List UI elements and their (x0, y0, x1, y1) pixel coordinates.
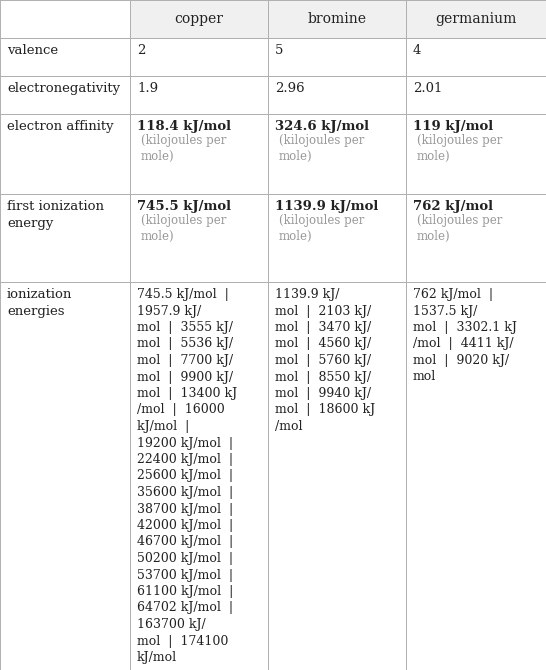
Bar (0, 38, 130, 76)
Text: 745.5 kJ/mol: 745.5 kJ/mol (137, 200, 231, 213)
Text: 5: 5 (275, 44, 283, 57)
Text: (kilojoules per
mole): (kilojoules per mole) (279, 214, 364, 243)
Bar (406, 38, 546, 76)
Text: 1139.9 kJ/
mol  |  2103 kJ/
mol  |  3470 kJ/
mol  |  4560 kJ/
mol  |  5760 kJ/
m: 1139.9 kJ/ mol | 2103 kJ/ mol | 3470 kJ/… (275, 288, 375, 433)
Text: 762 kJ/mol: 762 kJ/mol (413, 200, 493, 213)
Text: 4: 4 (413, 44, 422, 57)
Bar (130, 38, 268, 76)
Text: 2.01: 2.01 (413, 82, 442, 95)
Bar (406, 194, 546, 282)
Bar (0, 282, 130, 670)
Bar (406, 0, 546, 38)
Text: 2: 2 (137, 44, 145, 57)
Text: copper: copper (175, 12, 223, 26)
Text: (kilojoules per
mole): (kilojoules per mole) (279, 134, 364, 163)
Bar (130, 76, 268, 114)
Text: 119 kJ/mol: 119 kJ/mol (413, 120, 493, 133)
Bar (268, 114, 406, 194)
Bar (406, 282, 546, 670)
Text: bromine: bromine (307, 12, 366, 26)
Bar (0, 0, 130, 38)
Text: (kilojoules per
mole): (kilojoules per mole) (141, 214, 227, 243)
Bar (130, 194, 268, 282)
Text: electron affinity: electron affinity (7, 120, 114, 133)
Text: 324.6 kJ/mol: 324.6 kJ/mol (275, 120, 369, 133)
Bar (406, 114, 546, 194)
Text: 762 kJ/mol  |
1537.5 kJ/
mol  |  3302.1 kJ
/mol  |  4411 kJ/
mol  |  9020 kJ/
mo: 762 kJ/mol | 1537.5 kJ/ mol | 3302.1 kJ … (413, 288, 517, 383)
Text: electronegativity: electronegativity (7, 82, 120, 95)
Bar (268, 282, 406, 670)
Text: valence: valence (7, 44, 58, 57)
Text: (kilojoules per
mole): (kilojoules per mole) (141, 134, 227, 163)
Bar (0, 114, 130, 194)
Text: 1.9: 1.9 (137, 82, 158, 95)
Text: 2.96: 2.96 (275, 82, 305, 95)
Bar (268, 194, 406, 282)
Bar (0, 76, 130, 114)
Bar (130, 0, 268, 38)
Text: 118.4 kJ/mol: 118.4 kJ/mol (137, 120, 231, 133)
Text: germanium: germanium (435, 12, 517, 26)
Bar (406, 76, 546, 114)
Text: 745.5 kJ/mol  |
1957.9 kJ/
mol  |  3555 kJ/
mol  |  5536 kJ/
mol  |  7700 kJ/
mo: 745.5 kJ/mol | 1957.9 kJ/ mol | 3555 kJ/… (137, 288, 237, 664)
Bar (0, 194, 130, 282)
Bar (268, 76, 406, 114)
Text: 1139.9 kJ/mol: 1139.9 kJ/mol (275, 200, 378, 213)
Bar (130, 114, 268, 194)
Text: (kilojoules per
mole): (kilojoules per mole) (417, 214, 502, 243)
Text: ionization
energies: ionization energies (7, 288, 73, 318)
Bar (268, 0, 406, 38)
Text: (kilojoules per
mole): (kilojoules per mole) (417, 134, 502, 163)
Bar (130, 282, 268, 670)
Bar (268, 38, 406, 76)
Text: first ionization
energy: first ionization energy (7, 200, 104, 230)
